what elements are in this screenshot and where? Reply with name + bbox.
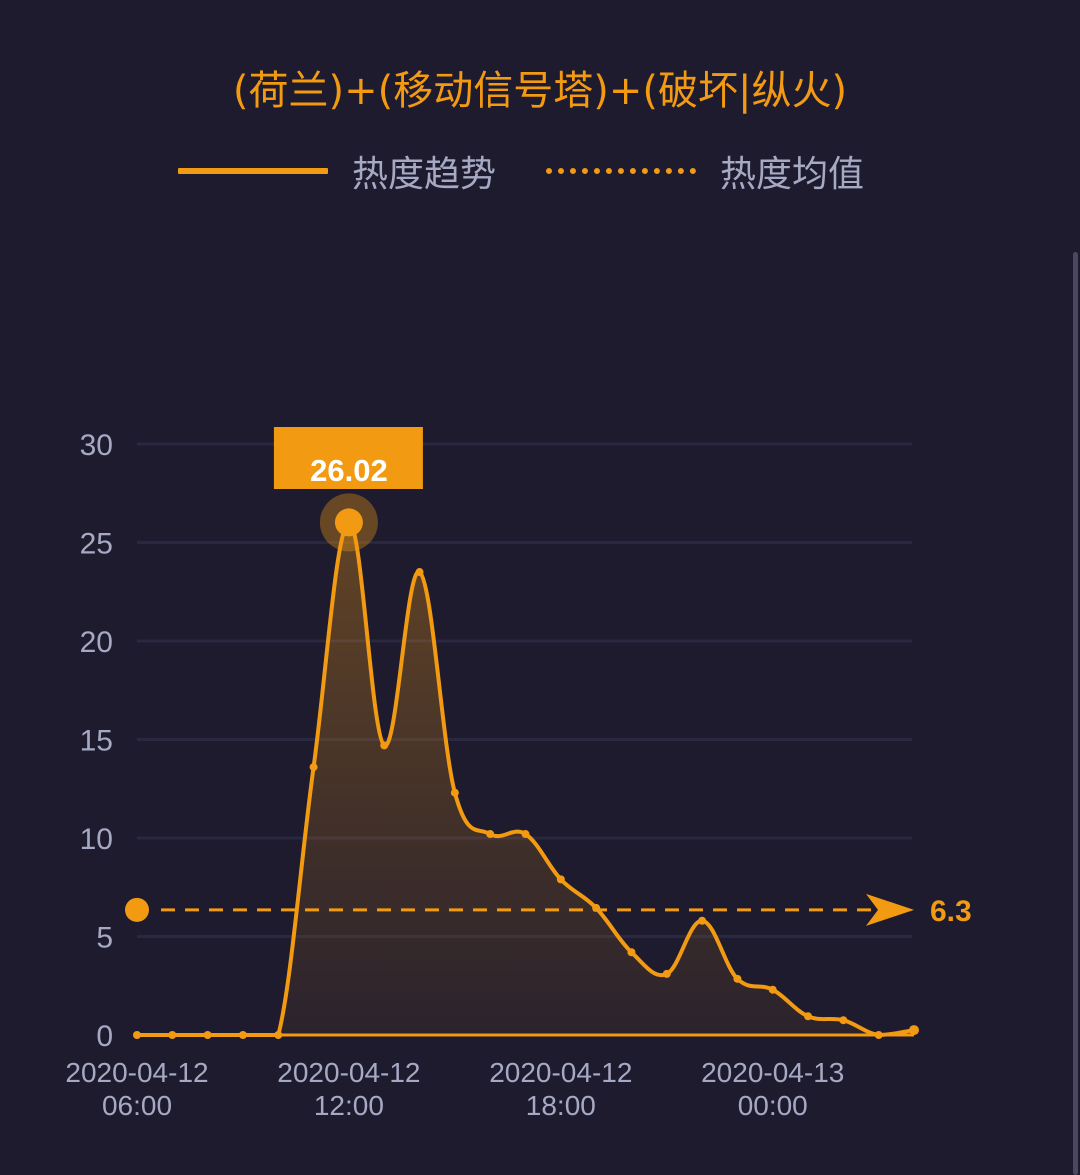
x-tick-date: 2020-04-12 [277,1057,420,1088]
legend-label-trend: 热度趋势 [352,154,497,195]
y-tick-label: 30 [80,429,113,462]
data-point [521,830,530,839]
peak-dot [334,508,363,537]
y-tick-label: 25 [80,528,113,561]
data-point [874,1031,883,1039]
data-point [486,830,495,839]
data-point [804,1012,813,1021]
average-value-label: 6.3 [930,895,972,928]
legend: 热度趋势 热度均值 [0,146,1080,196]
data-point [309,763,318,772]
data-point [168,1031,177,1039]
x-tick-time: 00:00 [738,1090,808,1121]
x-axis: 2020-04-1206:002020-04-1212:002020-04-12… [65,1057,844,1121]
chart-title: (荷兰)+(移动信号塔)+(破坏|纵火) [232,68,848,114]
data-point [662,969,671,978]
data-point [698,916,707,925]
solid-line-icon [178,168,328,174]
data-point [380,741,389,750]
peak-label-box [273,427,423,489]
legend-item-trend[interactable]: 热度趋势 [178,146,496,196]
x-tick-time: 12:00 [314,1090,384,1121]
legend-item-average[interactable]: 热度均值 [546,146,864,196]
y-axis: 0 5 10 15 20 25 30 [80,429,113,1053]
trend-area [137,522,914,1035]
average-start-dot [125,897,149,922]
data-point [839,1016,848,1025]
data-point [768,985,777,994]
scrollbar[interactable] [1073,252,1078,1175]
data-point [909,1025,919,1036]
data-point [733,974,742,983]
x-tick-date: 2020-04-13 [701,1057,844,1088]
x-tick-time: 18:00 [526,1090,596,1121]
data-point [556,875,565,884]
arrow-right-icon [866,893,914,926]
data-point [203,1031,212,1039]
x-tick-date: 2020-04-12 [489,1057,632,1088]
y-tick-label: 20 [80,626,113,659]
average-line: 6.3 [125,893,972,928]
peak-marker[interactable]: 26.02 [273,427,423,552]
peak-value-label: 26.02 [310,453,388,488]
data-point [627,948,636,957]
data-point [450,788,459,797]
y-tick-label: 0 [96,1020,113,1053]
data-point [274,1031,283,1039]
legend-label-average: 热度均值 [720,154,865,195]
data-point [133,1031,141,1039]
y-tick-label: 15 [80,725,113,758]
x-tick-date: 2020-04-12 [65,1057,208,1088]
y-tick-label: 5 [96,922,113,955]
dotted-line-icon [546,168,696,174]
trend-line [137,520,915,1037]
y-tick-label: 10 [80,823,113,856]
data-point [415,568,424,577]
x-tick-time: 06:00 [102,1090,172,1121]
data-point [238,1031,247,1039]
